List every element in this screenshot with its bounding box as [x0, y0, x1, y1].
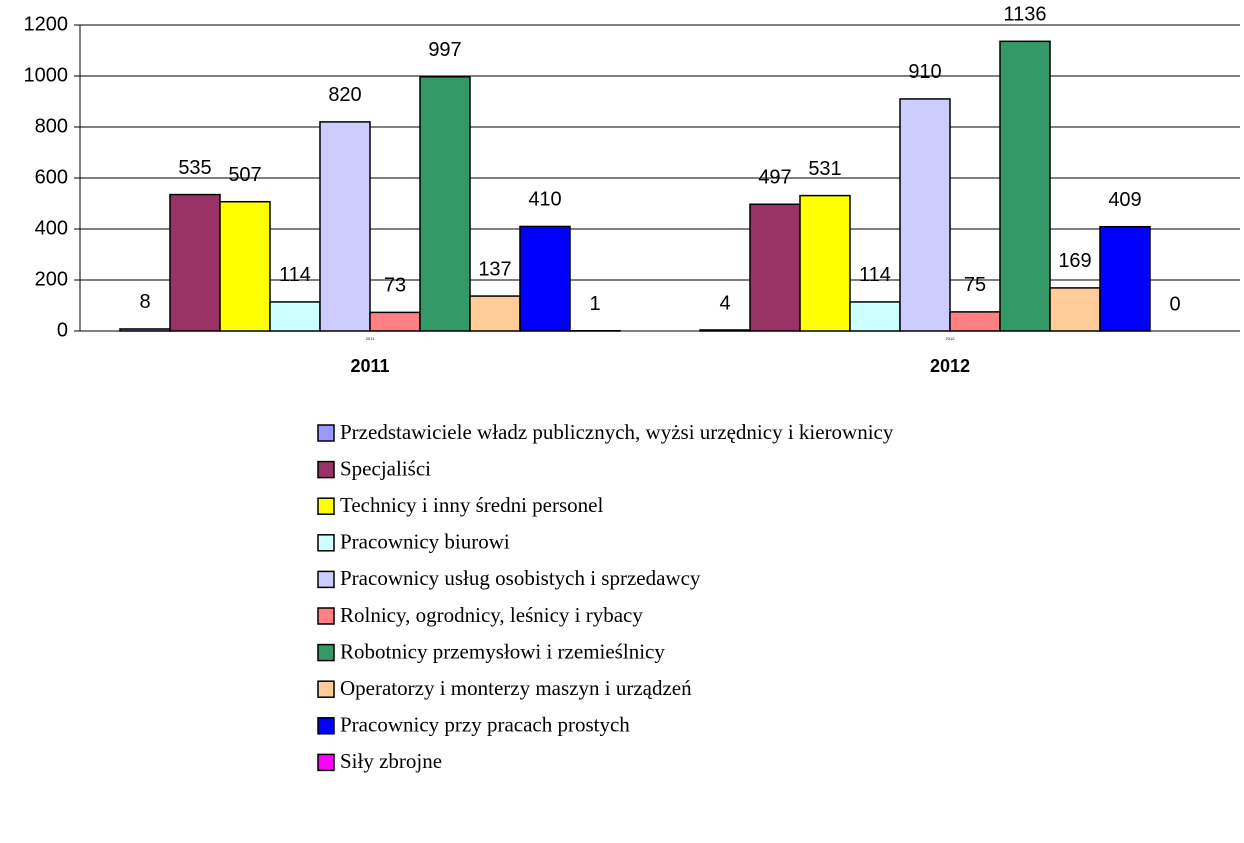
- legend-label: Pracownicy przy pracach prostych: [340, 713, 630, 737]
- x-tick-label-small: 2011: [366, 336, 375, 341]
- legend-label: Rolnicy, ogrodnicy, leśnicy i rybacy: [340, 603, 643, 627]
- bar: [119, 328, 171, 332]
- bar: [419, 76, 471, 332]
- y-tick-label: 400: [35, 217, 68, 239]
- legend-swatch: [317, 753, 335, 772]
- data-label: 1: [589, 293, 600, 315]
- data-label: 507: [228, 164, 261, 186]
- legend-label: Siły zbrojne: [340, 749, 442, 773]
- y-tick-label: 1000: [24, 64, 69, 86]
- data-label: 137: [478, 258, 511, 280]
- data-label: 997: [428, 39, 461, 61]
- legend-swatch: [317, 424, 335, 442]
- bar: [849, 301, 901, 332]
- bar: [219, 200, 271, 332]
- y-tick-label: 1200: [24, 13, 69, 35]
- bar: [749, 203, 801, 332]
- legend-label: Pracownicy usług osobistych i sprzedawcy: [340, 566, 701, 590]
- data-label: 910: [908, 61, 941, 83]
- data-label: 497: [758, 167, 791, 189]
- x-tick-label: 2011: [350, 356, 389, 376]
- legend-label: Pracownicy biurowi: [340, 530, 510, 554]
- data-label: 820: [328, 84, 361, 106]
- bar: [519, 225, 571, 332]
- data-label: 410: [528, 189, 561, 211]
- bar: [949, 311, 1001, 332]
- bar: [1049, 287, 1101, 332]
- data-label: 531: [808, 158, 841, 180]
- bar: [1099, 225, 1151, 332]
- x-tick-label: 2012: [930, 356, 970, 376]
- bar: [369, 311, 421, 332]
- legend-swatch: [317, 534, 335, 552]
- data-label: 114: [859, 264, 891, 286]
- legend-swatch: [317, 607, 335, 625]
- bar: [999, 40, 1051, 332]
- legend-swatch: [317, 570, 335, 589]
- data-label: 409: [1108, 189, 1141, 211]
- y-tick-label: 800: [35, 115, 68, 137]
- legend-swatch: [317, 643, 335, 662]
- legend-label: Przedstawiciele władz publicznych, wyżsi…: [340, 420, 894, 444]
- data-label: 114: [279, 264, 311, 286]
- data-label: 8: [139, 291, 150, 313]
- data-label: 169: [1058, 250, 1091, 272]
- legend-label: Robotnicy przemysłowi i rzemieślnicy: [340, 639, 665, 663]
- legend-swatch: [317, 717, 335, 735]
- bar: [269, 301, 321, 332]
- data-label: 73: [384, 275, 406, 297]
- legend-swatch: [317, 680, 335, 698]
- legend-swatch: [317, 460, 335, 479]
- data-label: 535: [178, 157, 211, 179]
- bar: [319, 121, 371, 332]
- bar: [699, 329, 751, 332]
- data-label: 4: [719, 292, 730, 314]
- x-tick-label-small: 2012: [946, 336, 956, 341]
- data-label: 0: [1169, 293, 1180, 315]
- legend-label: Specjaliści: [340, 456, 431, 480]
- bar: [899, 98, 951, 332]
- bar: [469, 295, 521, 332]
- y-tick-label: 600: [35, 166, 68, 188]
- legend-swatch: [317, 497, 335, 515]
- y-tick-label: 200: [35, 268, 68, 290]
- data-label: 1136: [1003, 4, 1046, 26]
- bar: [169, 193, 221, 332]
- y-tick-label: 0: [57, 319, 68, 341]
- bar: [799, 194, 851, 332]
- legend-label: Technicy i inny średni personel: [340, 493, 603, 517]
- legend-label: Operatorzy i monterzy maszyn i urządzeń: [340, 676, 692, 700]
- data-label: 75: [964, 274, 986, 296]
